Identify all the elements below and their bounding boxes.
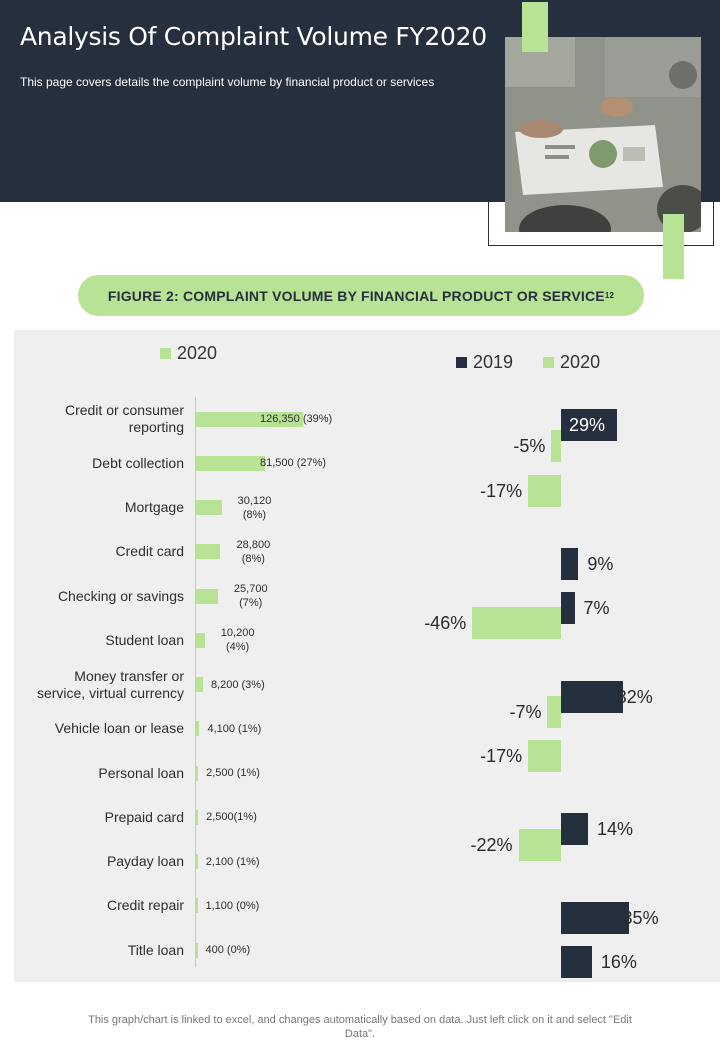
meeting-photo — [505, 37, 701, 232]
change-label-2019: 29% — [569, 415, 606, 435]
change-label-2019: 16% — [600, 952, 637, 972]
legend-swatch-2020 — [160, 348, 171, 359]
value-label: 28,800 (8%) — [236, 538, 271, 565]
volume-bar — [196, 721, 200, 737]
legend-label-2019: 2019 — [473, 352, 514, 372]
change-bar-2019 — [561, 946, 592, 978]
change-bar-2019 — [561, 547, 579, 580]
volume-axis — [195, 397, 196, 967]
value-label: 2,500 (1%) — [206, 767, 260, 779]
category-label: Checking or savings — [57, 587, 184, 604]
change-label-2020: -5% — [513, 436, 546, 457]
change-bar-2019 — [561, 409, 617, 441]
change-label-2020: -17% — [480, 480, 523, 501]
footer-note: This graph/chart is linked to excel, and… — [88, 1014, 632, 1040]
value-label: 81,500 (27%) — [260, 457, 327, 470]
value-label: 1,100 (0%) — [205, 899, 260, 912]
page-subtitle: This page covers details the complaint v… — [20, 75, 435, 89]
value-label: 30,120 (8%) — [237, 494, 272, 521]
category-label: Personal loan — [98, 764, 184, 781]
value-label: 2,100 (1%) — [205, 855, 260, 868]
volume-bar — [196, 765, 199, 781]
volume-bar — [196, 500, 222, 515]
value-label: 126,350 (39%) — [260, 413, 333, 425]
category-label: Payday loan — [106, 853, 184, 869]
volume-bar — [196, 632, 205, 648]
accent-bar-bottom — [663, 214, 684, 279]
change-bar-2020 — [551, 430, 561, 463]
change-label-2019: 9% — [587, 553, 614, 574]
legend-label-2020-change: 2020 — [560, 352, 601, 372]
volume-bar — [196, 898, 198, 914]
change-bar-2020 — [528, 740, 561, 772]
change-label-2020: -22% — [470, 834, 513, 855]
volume-bar — [196, 588, 218, 604]
figure-title: FIGURE 2: COMPLAINT VOLUME BY FINANCIAL … — [107, 287, 605, 304]
change-label-2019: 14% — [597, 819, 634, 840]
value-label: 25,700 (7%) — [233, 583, 268, 609]
category-label: Debt collection — [92, 454, 184, 471]
category-label: Prepaid card — [104, 808, 184, 825]
figure-footnote-ref: 12 — [604, 291, 615, 300]
volume-bar — [196, 942, 198, 958]
accent-bar-top — [522, 2, 548, 52]
volume-bar — [196, 544, 221, 560]
change-bar-2019 — [561, 901, 629, 934]
change-bar-2019 — [561, 813, 589, 846]
category-label: Credit or consumer reporting — [64, 402, 184, 435]
change-label-2020: -17% — [480, 746, 523, 766]
page-title: Analysis Of Complaint Volume FY2020 — [20, 22, 487, 51]
volume-bar — [196, 854, 198, 869]
category-label: Student loan — [105, 631, 184, 648]
volume-bar — [196, 809, 199, 825]
change-label-2019: 7% — [583, 598, 610, 618]
change-bar-2019 — [561, 680, 623, 713]
value-label: 8,200 (3%) — [210, 678, 265, 691]
change-label-2020: -7% — [509, 701, 542, 722]
change-label-2020: -46% — [424, 613, 467, 634]
change-bar-2020 — [518, 828, 561, 861]
change-bar-2020 — [547, 695, 561, 728]
category-label: Mortgage — [124, 499, 184, 515]
photo-frame — [488, 30, 714, 246]
change-bar-2020 — [528, 474, 561, 507]
volume-legend: 2020 — [160, 343, 217, 364]
category-label: Vehicle loan or lease — [54, 720, 184, 737]
change-legend: 2019 2020 — [456, 352, 600, 373]
value-label: 10,200 (4%) — [220, 627, 255, 654]
change-label-2019: 32% — [616, 686, 653, 707]
change-bar-2020 — [472, 607, 561, 640]
figure-title-pill: FIGURE 2: COMPLAINT VOLUME BY FINANCIAL … — [78, 275, 644, 316]
category-label: Title loan — [127, 941, 184, 958]
value-label: 4,100 (1%) — [207, 722, 262, 735]
category-label: Credit card — [115, 543, 184, 560]
category-label: Money transfer or service, virtual curre… — [36, 667, 184, 701]
volume-bar — [196, 455, 266, 471]
value-label: 400 (0%) — [205, 944, 251, 956]
legend-label-2020: 2020 — [177, 343, 218, 363]
volume-bar — [196, 677, 203, 692]
value-label: 2,500(1%) — [206, 811, 257, 824]
legend-swatch-2019 — [456, 357, 467, 368]
legend-swatch-2020-change — [543, 357, 555, 368]
change-bar-2019 — [561, 592, 575, 624]
volume-bar — [196, 411, 303, 427]
category-label: Credit repair — [106, 897, 184, 914]
change-label-2019: 35% — [622, 907, 659, 928]
